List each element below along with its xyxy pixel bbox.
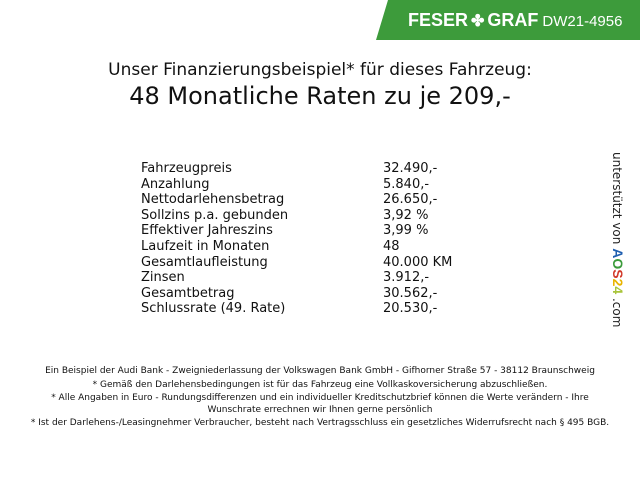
row-value: 26.650,-: [383, 192, 438, 208]
vehicle-code: DW21-4956: [542, 13, 623, 30]
finance-table: Fahrzeugpreis 32.490,- Anzahlung 5.840,- N…: [141, 161, 452, 317]
aos24-logo: AOS24: [610, 248, 626, 295]
row-label: Gesamtbetrag: [141, 285, 235, 301]
row-label: Zinsen: [141, 270, 185, 286]
row-label: Sollzins p.a. gebunden: [141, 207, 289, 223]
table-row: Fahrzeugpreis 32.490,-: [141, 161, 452, 177]
brand-name: FESER: [408, 10, 469, 30]
row-value: 5.840,-: [383, 176, 430, 192]
brand-name-2: GRAF: [487, 10, 539, 30]
brand-logo: FESER ✤ GRAF DW21-4956: [408, 10, 622, 31]
table-row: Zinsen 3.912,-: [141, 270, 452, 286]
row-label: Fahrzeugpreis: [141, 161, 232, 176]
table-row: Sollzins p.a. gebunden 3,92 %: [141, 208, 452, 224]
sponsor-text: unterstützt von: [610, 152, 624, 245]
row-value: 48: [383, 238, 400, 254]
disclaimer-line: Ein Beispiel der Audi Bank - Zweignieder…: [45, 366, 595, 376]
disclaimer-line: * Ist der Darlehens-/Leasingnehmer Verbr…: [30, 418, 610, 428]
sponsor-suffix: .com: [610, 297, 624, 328]
sponsor-note: unterstützt von AOS24 .com: [610, 152, 626, 327]
disclaimer-line: * Alle Angaben in Euro - Rundungsdiffere…: [51, 393, 589, 415]
row-label: Effektiver Jahreszins: [141, 223, 273, 239]
table-row: Anzahlung 5.840,-: [141, 177, 452, 193]
row-label: Gesamtlaufleistung: [141, 254, 268, 270]
row-value: 3.912,-: [383, 270, 430, 286]
row-label: Laufzeit in Monaten: [141, 238, 270, 254]
row-label: Nettodarlehensbetrag: [141, 192, 285, 208]
table-row: Laufzeit in Monaten 48: [141, 239, 452, 255]
row-label: Schlussrate (49. Rate): [141, 301, 286, 317]
clover-icon: ✤: [471, 13, 485, 30]
row-label: Anzahlung: [141, 176, 210, 192]
header-banner: [376, 0, 640, 40]
row-value: 3,99 %: [383, 223, 429, 239]
title-line1: Unser Finanzierungsbeispiel* für dieses …: [108, 60, 532, 80]
row-value: 32.490,-: [383, 161, 438, 176]
row-value: 3,92 %: [383, 207, 429, 223]
row-value: 40.000 KM: [383, 254, 453, 270]
title-line2: 48 Monatliche Raten zu je 209,-: [129, 82, 511, 110]
disclaimer-line: * Gemäß den Darlehensbedingungen ist für…: [92, 379, 548, 390]
row-value: 20.530,-: [383, 301, 438, 317]
table-row: Nettodarlehensbetrag 26.650,-: [141, 192, 452, 208]
table-row: Gesamtlaufleistung 40.000 KM: [141, 255, 452, 271]
footer-disclaimer: Ein Beispiel der Audi Bank - Zweignieder…: [30, 366, 610, 432]
table-row: Effektiver Jahreszins 3,99 %: [141, 223, 452, 239]
table-row: Schlussrate (49. Rate) 20.530,-: [141, 301, 452, 317]
row-value: 30.562,-: [383, 285, 438, 301]
table-row: Gesamtbetrag 30.562,-: [141, 286, 452, 302]
